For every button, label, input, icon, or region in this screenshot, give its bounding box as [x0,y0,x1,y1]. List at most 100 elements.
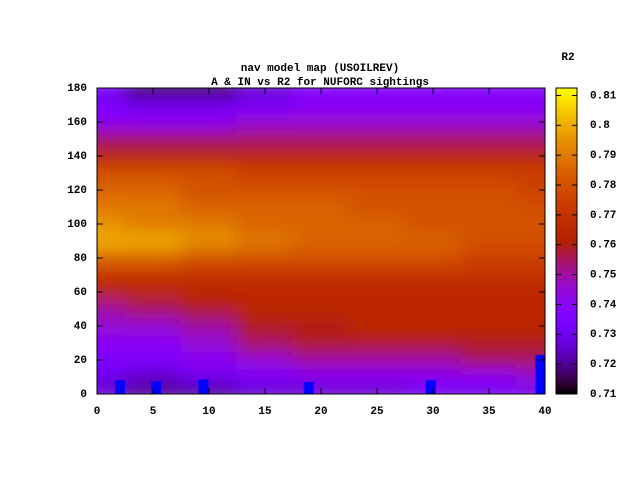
x-tick-label: 5 [150,406,157,418]
heat-cell [236,96,294,114]
heat-cell [460,283,518,301]
heat-cell [124,283,182,301]
heat-cell [404,181,462,199]
heat-cell [404,368,462,386]
x-tick-label: 25 [370,406,384,418]
heat-cell [97,232,126,250]
y-tick-label: 160 [67,117,87,129]
colorbar-tick-label: 0.71 [590,389,617,401]
heat-cell [404,266,462,284]
heat-cell [516,147,545,165]
heat-cell [404,113,462,131]
heat-cell [516,283,545,301]
heat-cell [292,283,350,301]
heat-cell [292,266,350,284]
x-tick-label: 10 [202,406,215,418]
chart-title: nav model map (USOILREV) [241,63,399,75]
heat-cell [236,266,294,284]
heat-cell [292,96,350,114]
heat-cell [460,215,518,233]
heat-cell [236,334,294,352]
heat-cell [516,266,545,284]
heat-cell [236,113,294,131]
heat-cell [348,198,406,216]
point-bar [425,380,436,394]
heat-cell [97,113,126,131]
colorbar-tick-label: 0.79 [590,150,616,162]
heat-cell [516,88,545,97]
point-bar [198,379,209,394]
heat-cell [292,249,350,267]
heat-cell [292,164,350,182]
heat-cell [97,88,126,97]
heat-cell [180,249,238,267]
heat-cell [516,164,545,182]
heat-cell [404,283,462,301]
colorbar-tick-label: 0.73 [590,329,617,341]
heat-cell [180,351,238,369]
heat-cell [124,147,182,165]
point-bar [114,380,125,394]
colorbar-tick-label: 0.72 [590,359,616,371]
x-tick-label: 15 [258,406,272,418]
heat-cell [97,130,126,148]
heat-cell [292,300,350,318]
heat-cell [236,283,294,301]
heat-cell [97,317,126,335]
chart-subtitle: A & IN vs R2 for NUFORC sightings [211,77,429,89]
heat-cell [460,96,518,114]
heat-cell [516,300,545,318]
heat-cell [460,249,518,267]
heat-cell [516,249,545,267]
x-tick-label: 35 [482,406,496,418]
heat-cell [516,317,545,335]
heat-cell [516,181,545,199]
heat-cell [180,334,238,352]
heat-cell [124,215,182,233]
y-tick-label: 140 [67,151,87,163]
heat-cell [348,232,406,250]
heat-cell [180,368,238,386]
heat-cell [292,334,350,352]
heat-cell [292,368,350,386]
heat-cell [180,130,238,148]
y-tick-label: 80 [74,253,87,265]
heat-cell [516,130,545,148]
colorbar-tick-label: 0.8 [590,120,610,132]
x-tick-label: 40 [538,406,551,418]
colorbar-tick-label: 0.78 [590,180,617,192]
heat-cell [124,130,182,148]
heat-cell [97,249,126,267]
heat-cell [124,232,182,250]
heat-cell [516,232,545,250]
heat-cell [460,198,518,216]
heat-cell [348,181,406,199]
heat-cell [348,164,406,182]
heat-cell [124,334,182,352]
y-tick-label: 60 [74,287,87,299]
heat-cell [292,198,350,216]
heat-cell [97,266,126,284]
point-bar [151,381,162,394]
heat-cell [124,181,182,199]
heat-cell [180,198,238,216]
heat-cell [460,130,518,148]
heat-cell [348,130,406,148]
heat-cell [292,130,350,148]
heat-cell [348,249,406,267]
heat-cell [348,317,406,335]
point-bar [535,354,546,394]
heat-cell [516,113,545,131]
heat-cell [236,164,294,182]
heat-cell [180,215,238,233]
heat-cell [404,317,462,335]
heat-cell [460,351,518,369]
heat-cell [236,232,294,250]
heat-cell [236,317,294,335]
colorbar-tick-label: 0.77 [590,210,616,222]
heat-cell [460,300,518,318]
heat-cell [348,113,406,131]
heat-cell [97,385,126,394]
heat-cell [460,164,518,182]
heat-cell [236,300,294,318]
